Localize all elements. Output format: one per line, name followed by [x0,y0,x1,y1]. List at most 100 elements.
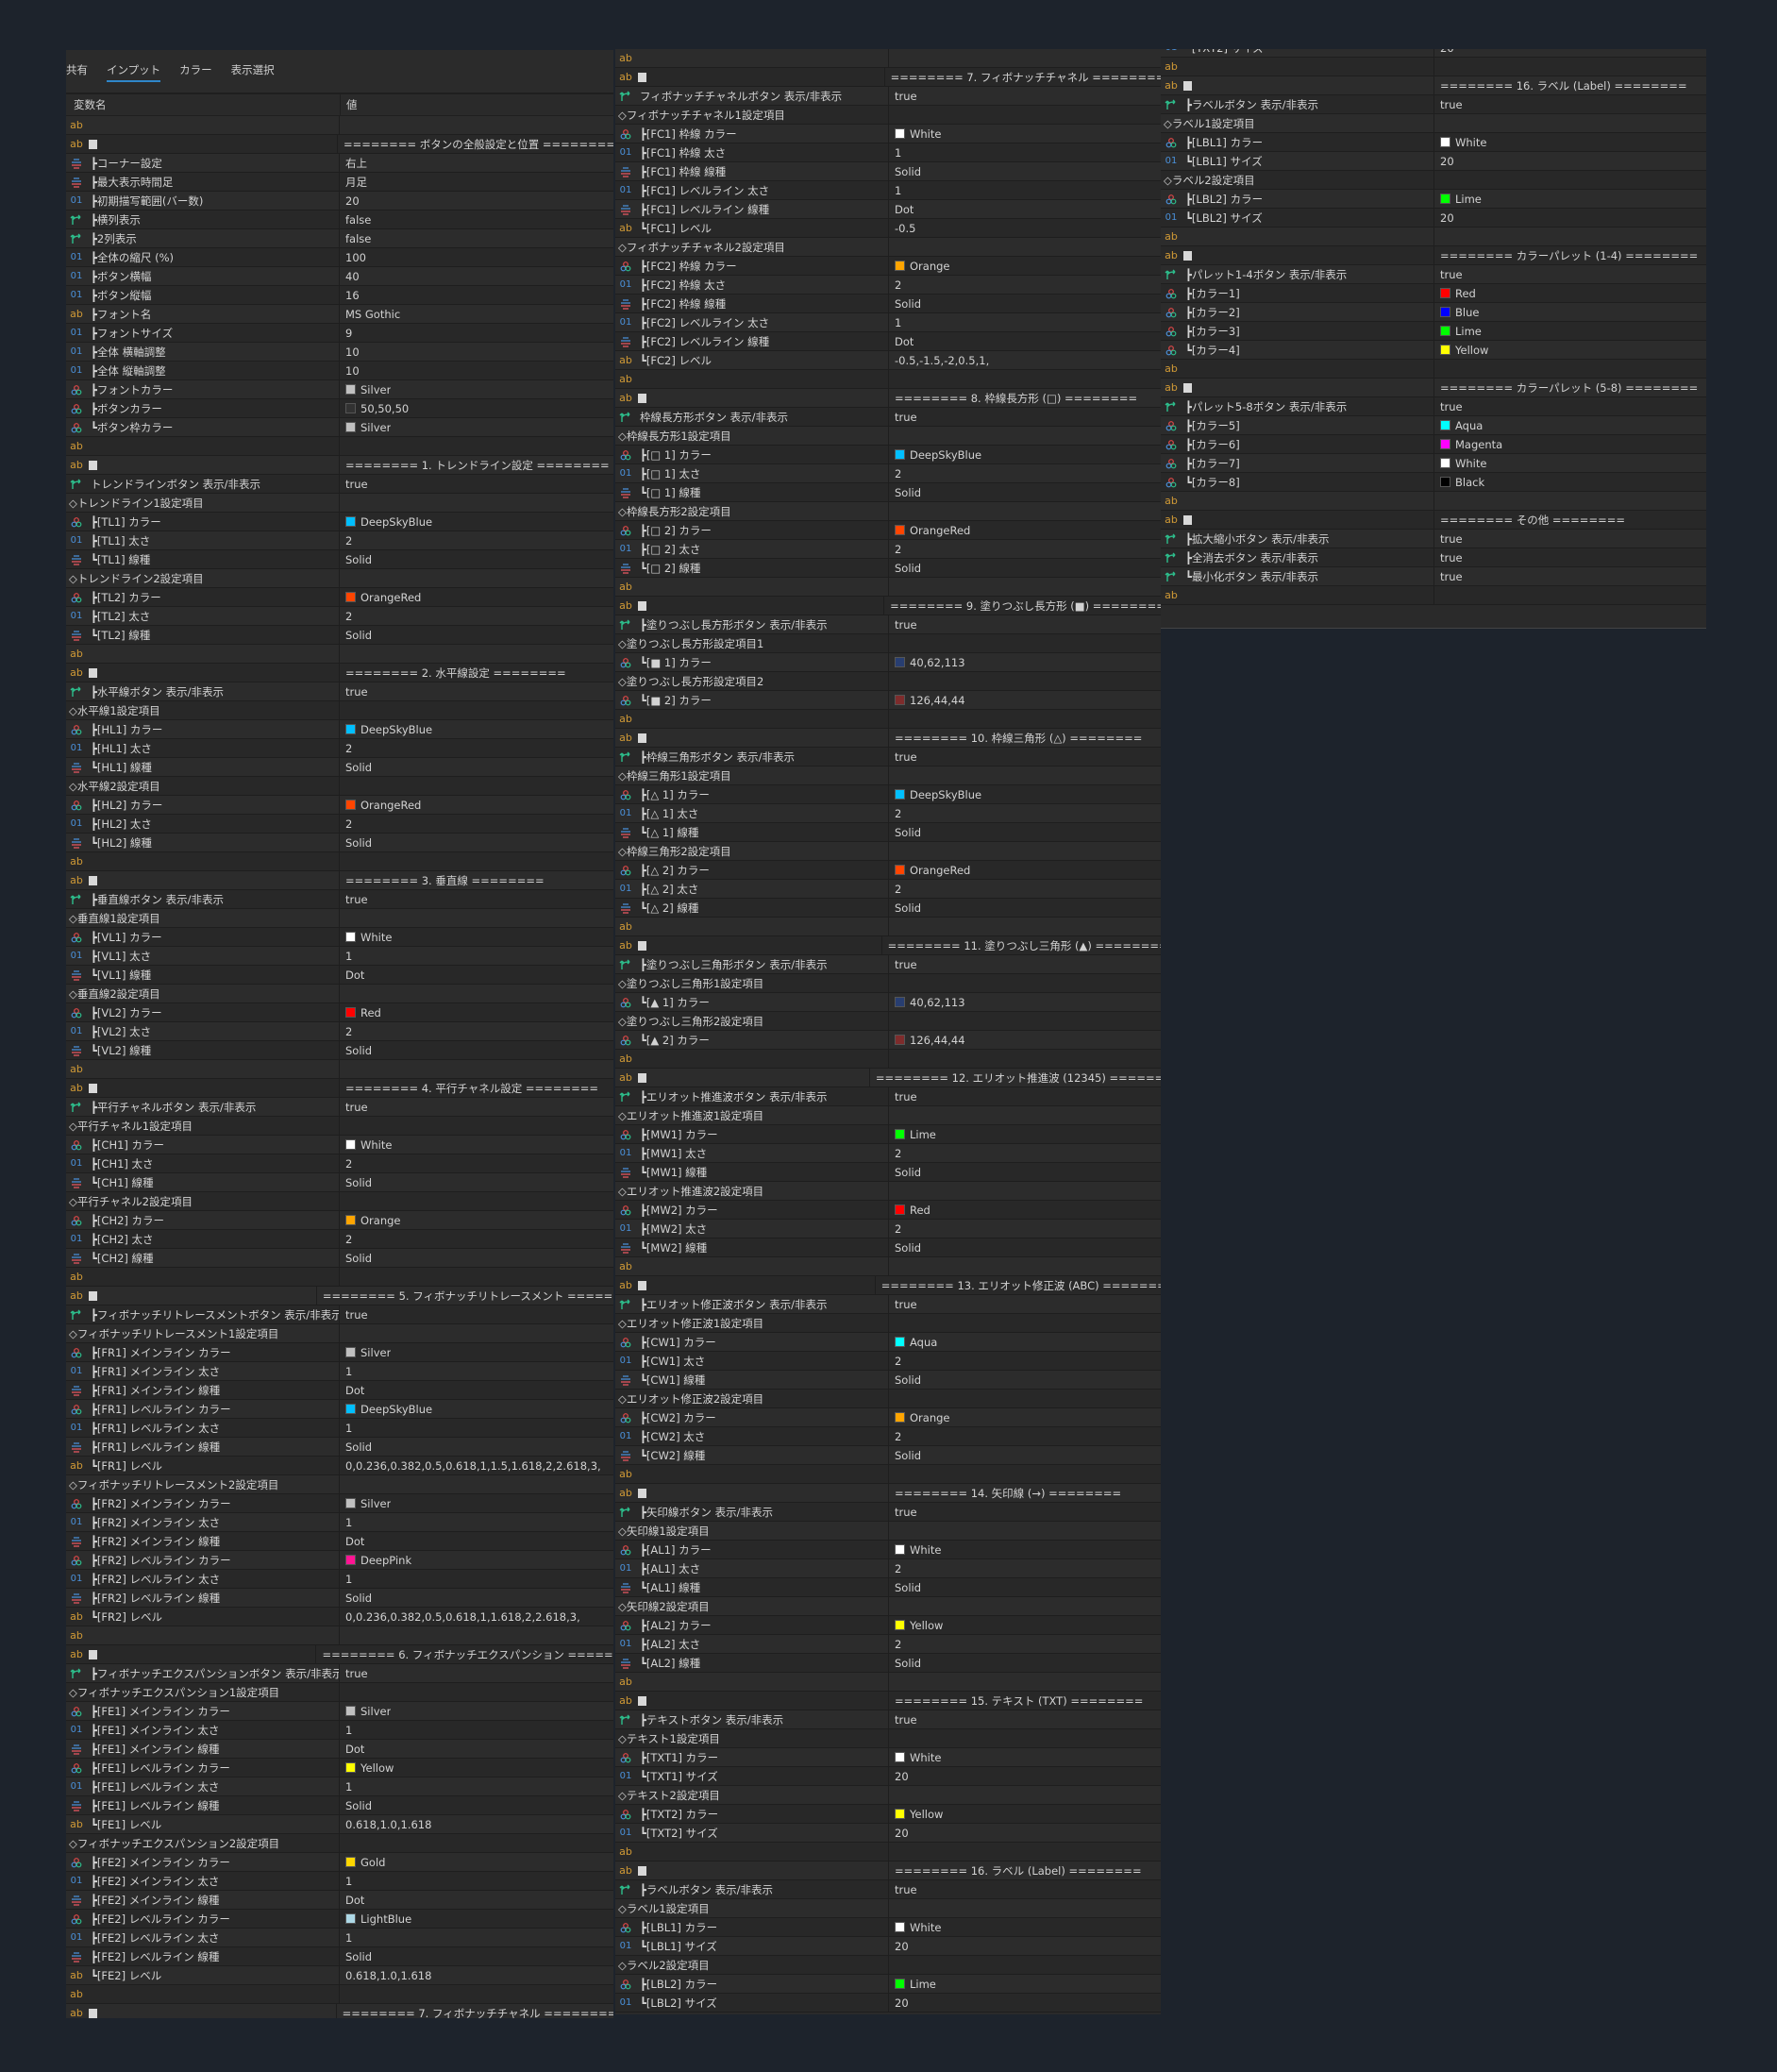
color-swatch[interactable] [345,1139,356,1150]
parameter-row[interactable]: ┗[△ 2] 線種 Solid [615,899,1161,918]
parameter-value-cell[interactable] [889,1522,895,1540]
parameter-row[interactable]: ┣塗りつぶし長方形ボタン 表示/非表示 true [615,615,1161,634]
parameter-value-cell[interactable]: 10 [340,343,360,361]
parameter-value-cell[interactable] [340,494,345,512]
section-header-row[interactable]: ab ======== 1. トレンドライン設定 ======== [66,456,613,475]
group-row[interactable]: ◇塗りつぶし長方形設定項目2 [615,672,1161,691]
section-header-row[interactable]: ab ======== 13. エリオット修正波 (ABC) ======== [615,1276,1161,1295]
parameter-value-cell[interactable]: Red [340,1003,381,1021]
parameter-value-cell[interactable]: Dot [889,200,914,218]
parameter-value-cell[interactable]: true [1434,530,1463,547]
parameter-value-cell[interactable]: 1 [889,143,901,161]
group-row[interactable]: ◇矢印線2設定項目 [615,1597,1161,1616]
parameter-value-cell[interactable]: Lime [889,1125,936,1143]
group-row[interactable]: ◇フィボナッチエクスパンション1設定項目 [66,1683,613,1702]
parameter-value-cell[interactable]: ======== 4. 平行チャネル設定 ======== [340,1079,598,1097]
parameter-value-cell[interactable]: false [340,211,371,228]
parameter-value-cell[interactable] [1434,171,1440,189]
section-header-row[interactable]: ab ======== ボタンの全般設定と位置 ======== [66,135,613,154]
parameter-row[interactable]: ab [66,1626,613,1645]
parameter-row[interactable]: ┗[■ 2] カラー 126,44,44 [615,691,1161,710]
parameter-value-cell[interactable]: ======== 9. 塗りつぶし長方形 (■) ======== [884,597,1161,615]
section-header-row[interactable]: ab ======== 8. 枠線長方形 (□) ======== [615,389,1161,408]
parameter-row[interactable]: ┣[CW1] カラー Aqua [615,1333,1161,1352]
parameter-row[interactable]: ┗[MW1] 線種 Solid [615,1163,1161,1182]
color-swatch[interactable] [345,384,356,395]
parameter-row[interactable]: 01 ┣[FC1] 枠線 太さ 1 [615,143,1161,162]
parameter-row[interactable]: ┣[MW1] カラー Lime [615,1125,1161,1144]
parameter-value-cell[interactable]: DeepSkyBlue [340,1400,432,1418]
parameter-row[interactable]: ┗[△ 1] 線種 Solid [615,823,1161,842]
parameter-value-cell[interactable]: DeepPink [340,1551,411,1569]
parameter-row[interactable]: ┗[CW2] 線種 Solid [615,1446,1161,1465]
color-swatch[interactable] [895,1204,905,1215]
parameter-row[interactable]: 01 ┣[FC1] レベルライン 太さ 1 [615,181,1161,200]
parameter-row[interactable]: 01 ┣[□ 1] 太さ 2 [615,464,1161,483]
parameter-row[interactable]: ┗最小化ボタン 表示/非表示 true [1161,567,1706,586]
parameter-value-cell[interactable] [340,1268,345,1286]
parameter-row[interactable]: ┣塗りつぶし三角形ボタン 表示/非表示 true [615,955,1161,974]
parameter-value-cell[interactable] [340,1834,345,1852]
parameter-row[interactable]: ┣[FE1] メインライン 線種 Dot [66,1740,613,1759]
color-swatch[interactable] [895,1544,905,1555]
parameter-row[interactable]: ab ┗[FC1] レベル -0.5 [615,219,1161,238]
color-swatch[interactable] [895,1979,905,1989]
parameter-value-cell[interactable]: Solid [889,1446,921,1464]
group-row[interactable]: ◇フィボナッチチャネル1設定項目 [615,106,1161,125]
parameter-value-cell[interactable]: Solid [889,1371,921,1389]
parameter-row[interactable]: ab ┗[FE2] レベル 0.618,1.0,1.618 [66,1966,613,1985]
group-row[interactable]: ◇トレンドライン1設定項目 [66,494,613,513]
parameter-row[interactable]: ┣[△ 1] カラー DeepSkyBlue [615,785,1161,804]
parameter-value-cell[interactable]: Solid [340,1249,372,1267]
color-swatch[interactable] [895,449,905,460]
parameter-value-cell[interactable]: Solid [340,1796,372,1814]
group-row[interactable]: ◇塗りつぶし三角形2設定項目 [615,1012,1161,1031]
color-swatch[interactable] [1440,326,1450,336]
parameter-value-cell[interactable]: 40,62,113 [889,653,965,671]
parameter-value-cell[interactable]: MS Gothic [340,305,400,323]
parameter-row[interactable]: ab ┗[FR2] レベル 0,0.236,0.382,0.5,0.618,1,1.… [66,1608,613,1626]
parameter-value-cell[interactable]: Lime [1434,190,1482,208]
parameter-row[interactable]: ┣[CH2] カラー Orange [66,1211,613,1230]
parameter-value-cell[interactable]: Aqua [1434,416,1483,434]
parameter-row[interactable]: ┣[LBL1] カラー White [615,1918,1161,1937]
group-row[interactable]: ◇枠線長方形2設定項目 [615,502,1161,521]
parameter-row[interactable]: ┣[CW2] カラー Orange [615,1408,1161,1427]
parameter-row[interactable]: ab [615,1465,1161,1484]
color-swatch[interactable] [345,932,356,942]
parameter-value-cell[interactable] [340,777,345,795]
color-swatch[interactable] [1440,194,1450,204]
parameter-value-cell[interactable] [340,1324,345,1342]
parameter-row[interactable]: ┣[FE2] レベルライン カラー LightBlue [66,1910,613,1929]
parameter-row[interactable]: ┣[TXT2] カラー Yellow [615,1805,1161,1824]
color-swatch[interactable] [345,1913,356,1924]
parameter-value-cell[interactable]: ======== 16. ラベル (Label) ======== [889,1861,1142,1879]
parameter-value-cell[interactable]: Lime [1434,322,1482,340]
color-swatch[interactable] [1440,307,1450,317]
parameter-value-cell[interactable]: 2 [889,1635,901,1653]
parameter-row[interactable]: ┣[カラー3] Lime [1161,322,1706,341]
parameter-value-cell[interactable]: OrangeRed [889,521,970,539]
parameter-value-cell[interactable]: Silver [340,1343,391,1361]
parameter-value-cell[interactable]: 1 [340,1570,352,1588]
parameter-value-cell[interactable]: true [1434,265,1463,283]
parameter-row[interactable]: ┣エリオット修正波ボタン 表示/非表示 true [615,1295,1161,1314]
color-swatch[interactable] [895,1922,905,1932]
group-row[interactable]: ◇垂直線2設定項目 [66,985,613,1003]
parameter-value-cell[interactable]: Solid [340,758,372,776]
parameter-value-cell[interactable]: 20 [889,1994,909,2012]
parameter-value-cell[interactable]: 2 [889,1559,901,1577]
parameter-value-cell[interactable]: OrangeRed [889,861,970,879]
group-row[interactable]: ◇フィボナッチエクスパンション2設定項目 [66,1834,613,1853]
parameter-value-cell[interactable]: true [340,475,368,493]
parameter-value-cell[interactable]: 126,44,44 [889,691,965,709]
parameter-row[interactable]: ┗[VL1] 線種 Dot [66,966,613,985]
parameter-value-cell[interactable]: false [340,229,371,247]
parameter-row[interactable]: ┣[FR2] レベルライン カラー DeepPink [66,1551,613,1570]
parameter-row[interactable]: ┣[TL2] カラー OrangeRed [66,588,613,607]
parameter-row[interactable]: ┗[CW1] 線種 Solid [615,1371,1161,1390]
section-header-row[interactable]: ab ======== カラーパレット (1-4) ======== [1161,246,1706,265]
section-header-row[interactable]: ab ======== 11. 塗りつぶし三角形 (▲) ======== [615,936,1161,955]
parameter-row[interactable]: ┗[▲ 2] カラー 126,44,44 [615,1031,1161,1050]
color-swatch[interactable] [895,695,905,705]
